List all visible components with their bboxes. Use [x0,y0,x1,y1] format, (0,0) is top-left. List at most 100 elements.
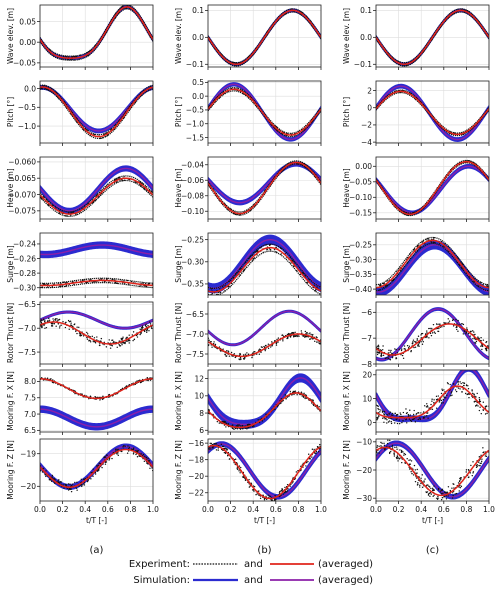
experiment-point [376,405,379,407]
experiment-point [309,458,311,460]
experiment-point [376,451,378,453]
experiment-point [400,349,403,352]
experiment-point [418,345,420,348]
experiment-point [121,337,124,340]
experiment-point [472,330,474,332]
column-captions: (a) (b) (c) [90,545,440,556]
experiment-point [482,339,485,341]
experiment-point [234,356,237,358]
series-group [376,159,489,217]
experiment-point [142,453,145,456]
experiment-point [312,338,314,340]
experiment-point [447,495,449,497]
y-tick-label: −20 [20,482,36,491]
experiment-band-edge [376,11,489,67]
y-tick-label: −0.30 [349,255,372,264]
experiment-point [457,387,460,389]
experiment-point [275,246,277,249]
experiment-point [105,454,108,456]
experiment-point [467,468,470,471]
experiment-point [401,450,403,453]
experiment-averaged-series [40,279,153,287]
series-group [208,441,321,501]
experiment-point [76,326,78,328]
legend-simulation-and: and [244,575,263,586]
simulation-averaged-series [376,244,489,293]
experiment-point [289,390,292,393]
experiment-point [411,472,413,475]
experiment-point [118,345,121,347]
experiment-point [253,490,255,492]
experiment-point [414,469,417,471]
experiment-point [213,341,215,343]
experiment-point [404,453,407,456]
experiment-point [56,318,58,320]
experiment-point [258,494,260,497]
x-tick-label: 0.8 [124,505,136,514]
y-tick-label: −1.5 [186,133,204,142]
y-tick-label: −1.0 [18,122,36,131]
experiment-point [452,483,454,485]
experiment-point [135,449,137,452]
experiment-point [218,346,221,348]
experiment-averaged-series [40,378,153,400]
experiment-point [312,286,314,289]
experiment-point [48,479,51,481]
experiment-point [487,345,489,347]
experiment-point [451,497,454,499]
experiment-point [229,453,231,455]
experiment-point [382,354,385,357]
experiment-series [376,318,489,361]
experiment-point [274,408,276,410]
simulation-averaged-series [40,167,153,212]
experiment-point [417,345,419,347]
experiment-point [411,342,414,344]
column-2: −0.1 0.0 0.1 Wave elev. [m] −1.5 −1.0 −0.5 0.0 0… [174,4,327,525]
experiment-point [417,343,419,346]
experiment-point [390,414,393,416]
x-tick-label: 0.0 [370,505,382,514]
experiment-point [311,448,314,450]
experiment-point [413,409,415,412]
experiment-point [441,497,444,499]
experiment-point [418,342,421,344]
y-tick-label: −0.04 [181,161,204,170]
experiment-point [467,332,470,335]
experiment-point [426,403,428,405]
experiment-point [217,449,219,451]
experiment-point [301,395,303,397]
subplot-3-1: −0.1 0.0 0.1 Wave elev. [m] [342,4,490,70]
subplot-1-6: 6.5 7.0 7.5 8.0 Mooring F. X [N] [6,369,154,435]
experiment-point [44,474,46,476]
experiment-point [474,405,477,407]
experiment-point [70,490,73,493]
experiment-point [394,348,396,350]
subplot-1-2: −1.0 −0.5 0.0 Pitch [°] [6,80,154,146]
experiment-point [484,413,487,415]
experiment-point [274,339,276,342]
experiment-point [128,447,130,450]
experiment-point [277,337,280,339]
experiment-point [313,448,315,451]
experiment-point [269,346,272,348]
experiment-point [96,336,98,338]
simulation-averaged-series [40,408,153,428]
experiment-point [443,496,445,498]
experiment-point [43,324,45,327]
experiment-point [218,422,221,424]
experiment-point [143,330,146,333]
y-axis-label: Heave [m] [342,168,351,208]
experiment-point [378,408,380,411]
experiment-point [276,341,278,344]
y-tick-label: 0.1 [192,6,204,15]
experiment-point [395,357,398,359]
experiment-point [403,452,405,455]
experiment-band-edge [208,90,321,138]
experiment-point [89,339,91,342]
experiment-point [441,388,443,390]
y-tick-label: 8.0 [24,377,36,386]
